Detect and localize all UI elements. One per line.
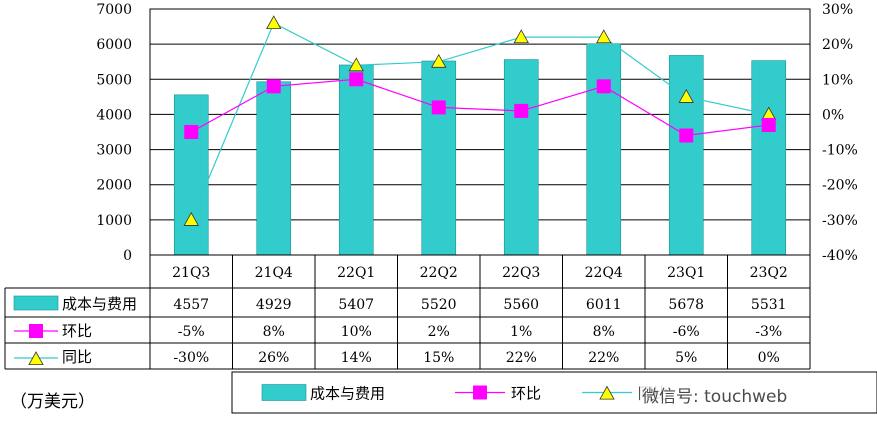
legend-key-yoy-marker xyxy=(599,385,615,400)
table-value: 0% xyxy=(758,350,780,366)
table-value: 5407 xyxy=(338,297,374,313)
y-right-tick-label: 10% xyxy=(822,72,853,88)
y-right-tick-label: -10% xyxy=(822,143,858,159)
y-left-tick-label: 2000 xyxy=(96,178,132,194)
table-value: 2% xyxy=(428,324,450,340)
yoy-marker xyxy=(183,212,199,226)
qoq-marker xyxy=(679,128,694,143)
y-left-tick-label: 4000 xyxy=(96,107,132,123)
table-value: -3% xyxy=(755,324,782,340)
row-label-qoq: 环比 xyxy=(62,322,92,340)
legend-label-cost: 成本与费用 xyxy=(310,385,385,403)
yoy-marker xyxy=(266,15,282,30)
table-value: 15% xyxy=(423,350,454,366)
qoq-line xyxy=(190,78,769,137)
yoy-marker xyxy=(596,29,612,44)
yoy-marker xyxy=(678,89,694,103)
table-value: 8% xyxy=(263,324,285,340)
qoq-marker xyxy=(266,79,281,94)
table-value: 1% xyxy=(510,324,532,340)
y-left-tick-label: 1000 xyxy=(96,213,132,229)
row-label-yoy: 同比 xyxy=(62,348,92,366)
qoq-marker xyxy=(349,72,364,87)
watermark: 微信号: touchweb xyxy=(640,382,790,407)
qoq-marker xyxy=(514,103,529,118)
y-left-tick-label: 0 xyxy=(123,248,132,264)
y-left-tick-label: 7000 xyxy=(96,2,132,18)
row-key-qoq-marker xyxy=(29,324,43,338)
legend-label-qoq: 环比 xyxy=(511,385,541,403)
table-value: 5531 xyxy=(751,297,787,313)
yoy-marker xyxy=(348,57,364,72)
category-label: 22Q1 xyxy=(337,265,375,281)
qoq-marker xyxy=(761,117,776,132)
category-label: 23Q2 xyxy=(750,265,788,281)
unit-label: （万美元） xyxy=(10,392,95,412)
bar xyxy=(256,81,292,256)
table-value: 5% xyxy=(675,350,697,366)
category-label: 23Q1 xyxy=(667,265,705,281)
row-label-cost: 成本与费用 xyxy=(62,295,137,313)
row-key-yoy-marker xyxy=(28,351,44,366)
category-label: 21Q4 xyxy=(255,265,293,281)
bar xyxy=(586,43,622,256)
legend-key-bar xyxy=(261,384,307,401)
bar xyxy=(421,60,457,256)
table-value: 5560 xyxy=(503,297,539,313)
table-value: 8% xyxy=(593,324,615,340)
category-label: 22Q3 xyxy=(502,265,540,281)
table-value: 14% xyxy=(341,350,372,366)
table-value: -30% xyxy=(173,350,209,366)
category-label: 21Q3 xyxy=(172,265,210,281)
qoq-marker xyxy=(431,100,446,115)
bar xyxy=(338,64,374,256)
table-value: 4929 xyxy=(256,297,292,313)
table-value: -5% xyxy=(178,324,205,340)
y-right-tick-label: 0% xyxy=(822,107,844,123)
table-value: -6% xyxy=(673,324,700,340)
category-label: 22Q4 xyxy=(585,265,623,281)
y-right-tick-label: 20% xyxy=(822,37,853,53)
qoq-marker xyxy=(184,125,199,139)
bar xyxy=(503,59,539,256)
bar xyxy=(751,60,787,256)
table-value: 5678 xyxy=(668,297,704,313)
table-value: 10% xyxy=(341,324,372,340)
y-left-tick-label: 6000 xyxy=(96,37,132,53)
y-right-tick-label: -40% xyxy=(822,248,858,264)
table-value: 22% xyxy=(588,350,619,366)
y-left-tick-label: 5000 xyxy=(96,72,132,88)
table-value: 26% xyxy=(258,350,289,366)
y-right-tick-label: 30% xyxy=(822,2,853,18)
y-left-tick-label: 3000 xyxy=(96,143,132,159)
bar xyxy=(173,94,209,256)
yoy-marker xyxy=(431,53,447,68)
qoq-marker xyxy=(596,79,611,94)
yoy-line xyxy=(190,22,769,221)
table-value: 6011 xyxy=(586,297,622,313)
bar xyxy=(668,55,704,256)
table-value: 5520 xyxy=(421,297,457,313)
category-label: 22Q2 xyxy=(420,265,458,281)
table-value: 22% xyxy=(506,350,537,366)
yoy-marker xyxy=(513,29,529,44)
y-right-tick-label: -30% xyxy=(822,213,858,229)
y-right-tick-label: -20% xyxy=(822,178,858,194)
row-key-bar xyxy=(13,295,59,311)
legend-key-qoq-marker xyxy=(473,385,487,400)
table-value: 4557 xyxy=(173,297,209,313)
